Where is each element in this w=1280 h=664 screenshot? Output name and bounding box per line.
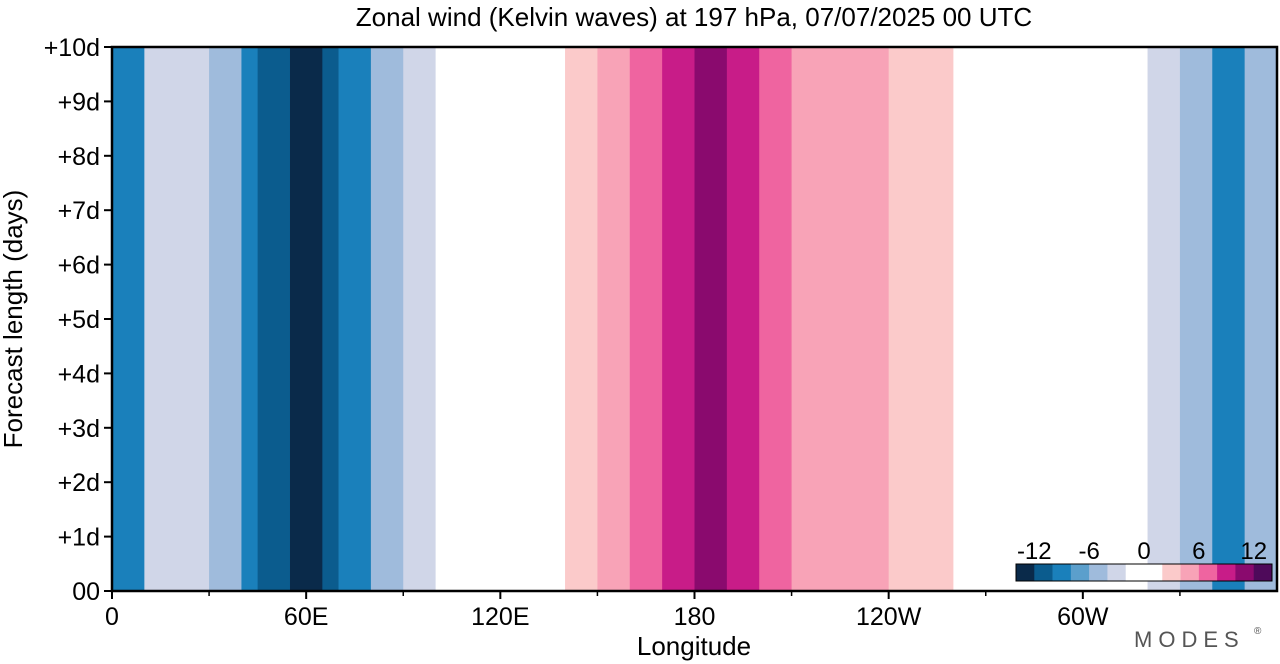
colorbar-swatch [1198, 564, 1218, 581]
y-tick-label: +9d [58, 88, 100, 116]
colorbar-swatch [1070, 564, 1090, 581]
x-tick-label: 60W [1057, 603, 1109, 631]
x-tick-label: 60E [284, 603, 328, 631]
field-band-6 [322, 47, 340, 591]
colorbar-swatch [1034, 564, 1053, 581]
y-tick-label: +3d [58, 415, 100, 443]
field-band-23 [1212, 47, 1246, 591]
wind-field [112, 47, 1277, 591]
y-tick-label: 00 [72, 578, 100, 606]
colorbar-swatch [1125, 564, 1145, 581]
x-tick-label: 120E [471, 603, 529, 631]
x-tick-label: 120W [856, 603, 922, 631]
colorbar-label: -12 [1017, 538, 1052, 565]
field-band-13 [629, 47, 663, 591]
colorbar-swatch [1016, 564, 1035, 581]
field-band-17 [759, 47, 793, 591]
x-axis-label: Longitude [637, 631, 751, 661]
field-band-7 [338, 47, 372, 591]
field-band-19 [888, 47, 954, 591]
field-band-11 [565, 47, 598, 591]
field-band-0 [112, 47, 145, 591]
chart-title: Zonal wind (Kelvin waves) at 197 hPa, 07… [356, 2, 1032, 32]
brand-logo: MODES ® [1134, 626, 1262, 652]
colorbar-swatch [1144, 564, 1163, 581]
field-band-8 [370, 47, 404, 591]
y-tick-label: +8d [58, 143, 100, 171]
x-tick-label: 0 [105, 603, 119, 631]
colorbar-swatch [1089, 564, 1108, 581]
field-band-12 [597, 47, 631, 591]
field-band-22 [1179, 47, 1213, 591]
field-band-9 [403, 47, 437, 591]
field-band-14 [662, 47, 695, 591]
y-axis-label: Forecast length (days) [0, 190, 28, 449]
colorbar: -12 -6 0 6 12 [1015, 538, 1273, 582]
field-band-5 [289, 47, 323, 591]
field-band-21 [1147, 47, 1181, 591]
colorbar-swatch [1217, 564, 1236, 581]
colorbar-label: -6 [1078, 538, 1099, 565]
y-tick-label: +4d [58, 360, 100, 388]
colorbar-label: 12 [1240, 538, 1267, 565]
y-tick-label: +2d [58, 469, 100, 497]
field-band-20 [953, 47, 1149, 591]
colorbar-swatch [1052, 564, 1072, 581]
field-band-10 [435, 47, 566, 591]
field-band-15 [694, 47, 728, 591]
y-tick-label: +6d [58, 252, 100, 280]
colorbar-label: 0 [1137, 538, 1150, 565]
y-tick-label: +7d [58, 197, 100, 225]
colorbar-label: 6 [1192, 538, 1205, 565]
x-tick-label: 180 [674, 603, 716, 631]
field-band-3 [241, 47, 259, 591]
field-band-24 [1244, 47, 1277, 591]
colorbar-swatch [1253, 564, 1273, 581]
colorbar-swatch [1162, 564, 1181, 581]
field-band-2 [209, 47, 242, 591]
field-band-4 [257, 47, 291, 591]
field-band-1 [144, 47, 210, 591]
y-tick-label: +5d [58, 306, 100, 334]
colorbar-swatch [1107, 564, 1127, 581]
brand-text: MODES [1134, 627, 1245, 652]
y-tick-label: +1d [58, 524, 100, 552]
field-band-18 [791, 47, 890, 591]
brand-mark: ® [1254, 626, 1262, 637]
x-axis: 0 60E 120E 180 120W 60W [105, 591, 1181, 631]
colorbar-swatch [1235, 564, 1255, 581]
colorbar-swatch [1180, 564, 1200, 581]
colorbar-frame [1015, 563, 1273, 582]
field-band-16 [726, 47, 760, 591]
y-tick-label: +10d [44, 34, 100, 62]
y-axis: 00 +1d +2d +3d +4d +5d +6d +7d +8d +9d +10d [44, 34, 112, 606]
